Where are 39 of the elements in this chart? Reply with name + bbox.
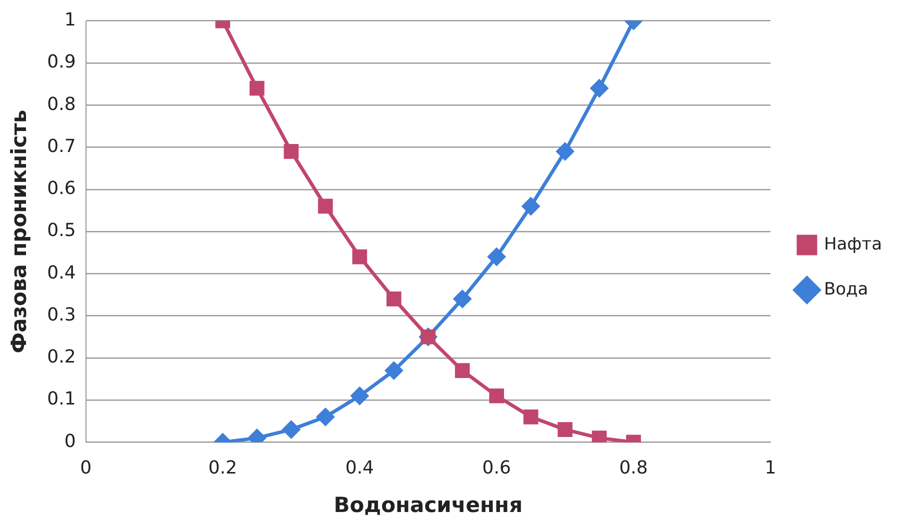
point [488,248,506,266]
point [282,420,300,438]
point [454,290,472,308]
y-tick-label: 0.9 [47,52,76,73]
y-tick-label: 0 [64,430,76,452]
y-axis-title: Фазова проникність [7,110,32,354]
point [523,410,538,424]
x-axis-title: Водонасичення [334,492,523,517]
y-tick-label: 0.6 [47,178,76,200]
legend-label: Вода [824,279,868,300]
point [350,387,368,405]
y-tick-label: 0.1 [47,388,76,410]
point [558,422,572,437]
legend-label: Нафта [824,234,882,254]
point [522,197,540,215]
point [385,362,403,380]
x-tick-label: 1 [764,458,776,479]
x-tick-label: 0.2 [208,458,238,479]
y-tick-label: 0.5 [47,220,76,242]
y-tick-label: 1 [64,9,76,30]
x-tick-label: 0.8 [619,458,648,479]
y-tick-label: 0.4 [47,262,76,284]
point [556,142,574,160]
point [352,249,368,264]
point [316,408,334,426]
y-tick-label: 0.2 [47,346,76,368]
x-tick-label: 0.6 [482,458,511,479]
point [454,363,470,378]
y-tick-label: 0.8 [47,94,76,115]
y-tick-label: 0.3 [47,304,76,326]
point [386,292,402,306]
point [318,198,333,214]
x-tick-label: 0.4 [345,458,374,479]
y-tick-label: 0.7 [47,136,76,157]
x-tick-label: 0 [80,458,92,479]
point [489,388,504,404]
point [250,80,264,96]
point [284,144,299,159]
point [590,79,608,97]
